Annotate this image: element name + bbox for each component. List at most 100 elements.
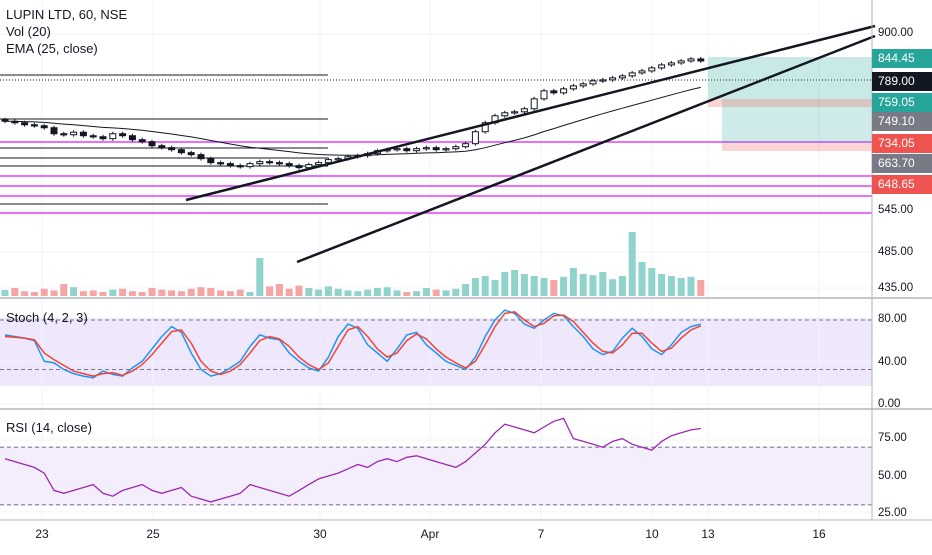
long-position-tool[interactable]	[708, 57, 872, 151]
candle-body	[99, 136, 107, 140]
candle-body	[158, 145, 166, 149]
stop-zone-lower	[722, 143, 872, 151]
candle-body	[560, 88, 568, 94]
volume-bar	[383, 287, 391, 296]
candle-body	[1, 119, 9, 122]
stoch-k-line	[4, 309, 701, 379]
rsi-tick: 25.00	[878, 507, 907, 519]
volume-bar	[618, 276, 626, 296]
candle-body	[128, 135, 136, 141]
candle-body	[393, 148, 401, 151]
time-tick: 23	[35, 527, 49, 541]
ema-legend[interactable]: EMA (25, close)	[6, 41, 98, 56]
stoch-tick: 80.00	[878, 313, 907, 325]
volume-bar	[599, 272, 607, 296]
volume-bar	[305, 288, 313, 296]
candle-body	[501, 112, 509, 117]
price-tick: 545.00	[878, 204, 914, 216]
volume-bar	[119, 288, 127, 296]
volume-bar	[471, 278, 479, 296]
volume-bar	[364, 289, 372, 296]
volume-bar	[217, 290, 225, 296]
rsi-tick: 75.00	[878, 432, 907, 444]
grid-lines	[0, 0, 872, 520]
volume-bar	[285, 288, 293, 296]
time-tick: 30	[313, 527, 327, 541]
symbol-legend[interactable]: LUPIN LTD, 60, NSE	[6, 7, 128, 22]
volume-bar	[658, 274, 666, 296]
time-tick: 7	[537, 527, 545, 541]
time-tick: 13	[701, 527, 715, 541]
price-tick: 485.00	[878, 246, 914, 258]
candle-body	[89, 135, 97, 138]
volume-legend[interactable]: Vol (20)	[6, 24, 51, 39]
volume-bar	[109, 289, 117, 296]
volume-bar	[99, 292, 107, 296]
volume-bar	[422, 288, 430, 296]
candle-body	[648, 67, 656, 72]
candle-body	[217, 162, 225, 165]
volume-bar	[393, 290, 401, 296]
candle-body	[256, 161, 264, 165]
price-tick: 900.00	[878, 27, 914, 39]
candle-body	[177, 149, 185, 154]
volume-bar	[530, 276, 538, 296]
candle-body	[609, 77, 617, 81]
chart-legend: LUPIN LTD, 60, NSE Vol (20) EMA (25, clo…	[6, 6, 127, 57]
volume-bar	[373, 288, 381, 296]
volume-bar	[50, 290, 58, 296]
rsi-title[interactable]: RSI (14, close)	[6, 420, 92, 435]
volume-bar	[89, 290, 97, 296]
volume-bar	[432, 289, 440, 296]
stoch-pane	[0, 309, 872, 379]
price-label-ema: 749.10	[872, 112, 932, 131]
rsi-tick: 50.00	[878, 470, 907, 482]
candle-body	[197, 154, 205, 160]
rsi-pane	[0, 417, 872, 506]
candle-body	[530, 98, 538, 110]
trend-lines[interactable]	[185, 24, 876, 264]
upper-trend-line	[185, 24, 876, 202]
volume-bar	[550, 280, 558, 296]
volume-bar	[697, 280, 705, 296]
candle-body	[618, 75, 626, 79]
candle-body	[403, 148, 411, 152]
time-tick: Apr	[420, 527, 440, 541]
candle-body	[79, 131, 87, 137]
volume-bar	[226, 291, 234, 296]
volume-bar	[560, 276, 568, 296]
volume-bar	[648, 268, 656, 296]
candle-body	[246, 163, 254, 168]
candle-body	[667, 62, 675, 66]
candle-body	[148, 141, 156, 147]
volume-bar	[21, 291, 29, 296]
candle-body	[432, 147, 440, 151]
candle-body	[207, 158, 215, 164]
volume-bars	[1, 232, 705, 296]
candle-body	[677, 60, 685, 64]
candle-body	[442, 148, 450, 151]
candlesticks	[1, 56, 705, 170]
candle-body	[70, 131, 78, 136]
volume-bar	[266, 286, 274, 296]
volume-bar	[442, 290, 450, 296]
time-tick: 10	[645, 527, 659, 541]
candle-body	[687, 58, 695, 62]
volume-bar	[79, 291, 87, 296]
candle-body	[60, 133, 68, 136]
volume-bar	[187, 288, 195, 296]
candle-body	[315, 162, 323, 166]
price-label-stop: 734.05	[872, 134, 932, 153]
candle-body	[334, 158, 342, 161]
candle-body	[697, 58, 705, 62]
candle-body	[30, 124, 38, 127]
lower-trend-line	[296, 34, 876, 264]
time-tick: 25	[146, 527, 160, 541]
price-label-level: 648.65	[872, 175, 932, 194]
stoch-title[interactable]: Stoch (4, 2, 3)	[6, 310, 88, 325]
volume-bar	[501, 272, 509, 296]
volume-bar	[540, 278, 548, 296]
volume-bar	[403, 292, 411, 296]
